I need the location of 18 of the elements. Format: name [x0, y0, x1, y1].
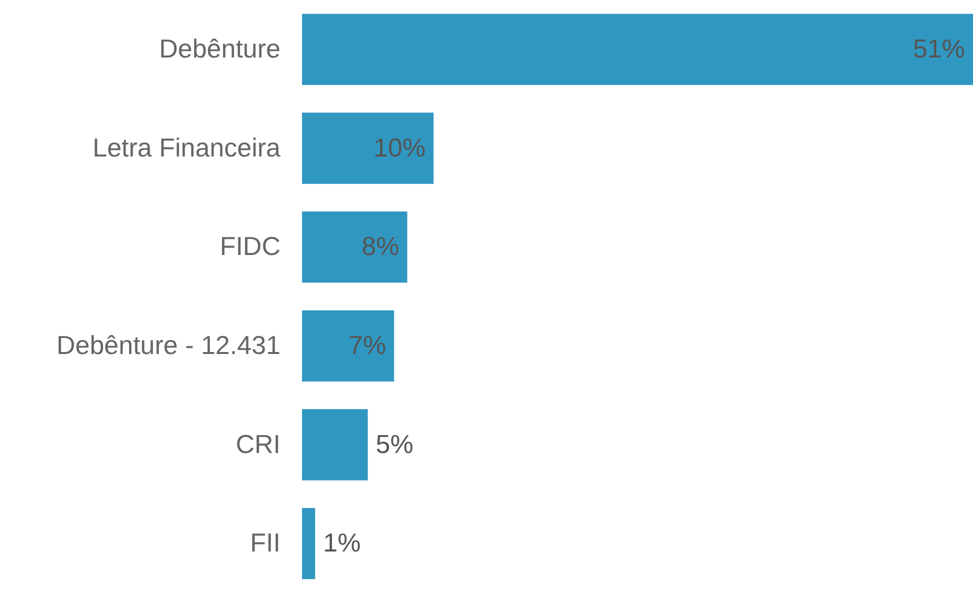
- y-tick-label: FIDC: [220, 231, 280, 262]
- data-label: 51%: [912, 33, 965, 64]
- data-label: 7%: [348, 330, 386, 360]
- data-label: 5%: [376, 428, 414, 459]
- y-tick-label: FII: [250, 528, 280, 558]
- bar: [302, 112, 434, 184]
- data-label: 10%: [374, 132, 426, 162]
- bar: [302, 310, 394, 382]
- data-label: 1%: [323, 528, 361, 558]
- y-tick-label: Debênture: [159, 33, 280, 64]
- bar: [302, 14, 973, 85]
- y-tick-label: Debênture - 12.431: [56, 330, 280, 360]
- y-tick-label: Letra Financeira: [92, 132, 282, 162]
- bar: [302, 409, 368, 480]
- bar: [302, 212, 408, 283]
- data-label: 8%: [362, 231, 400, 262]
- y-tick-label: CRI: [236, 428, 280, 459]
- bar: [302, 508, 316, 580]
